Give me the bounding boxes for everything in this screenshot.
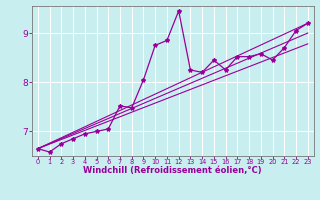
X-axis label: Windchill (Refroidissement éolien,°C): Windchill (Refroidissement éolien,°C) (84, 166, 262, 175)
